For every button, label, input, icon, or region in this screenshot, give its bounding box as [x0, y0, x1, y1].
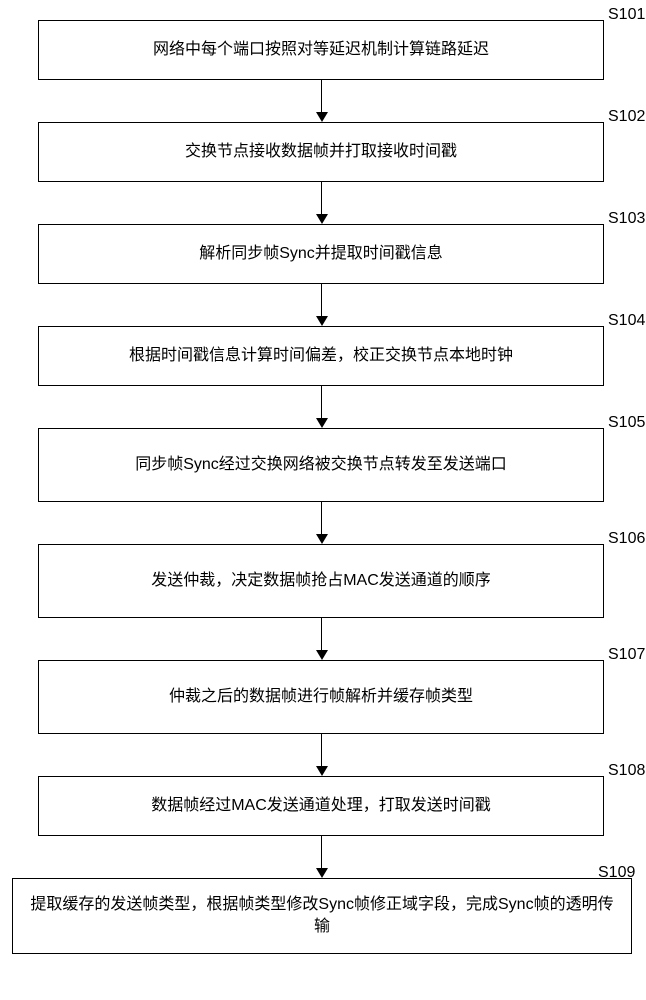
flow-step-5-text: 同步帧Sync经过交换网络被交换节点转发至发送端口 [135, 454, 507, 476]
arrow-6-7 [316, 650, 328, 660]
flow-step-5-label: S105 [608, 414, 645, 432]
arrow-3-4 [316, 316, 328, 326]
arrow-1-2 [316, 112, 328, 122]
flow-step-7-text: 仲裁之后的数据帧进行帧解析并缓存帧类型 [169, 686, 473, 708]
flow-step-8-text: 数据帧经过MAC发送通道处理，打取发送时间戳 [151, 795, 491, 817]
arrow-2-3 [316, 214, 328, 224]
flow-step-9: 提取缓存的发送帧类型，根据帧类型修改Sync帧修正域字段，完成Sync帧的透明传… [12, 878, 632, 954]
flow-step-6-label: S106 [608, 530, 645, 548]
connector-7-8 [321, 734, 322, 766]
flow-step-2-text: 交换节点接收数据帧并打取接收时间戳 [185, 141, 457, 163]
arrow-5-6 [316, 534, 328, 544]
connector-3-4 [321, 284, 322, 316]
flow-step-2-label: S102 [608, 108, 645, 126]
connector-6-7 [321, 618, 322, 650]
connector-1-2 [321, 80, 322, 112]
flow-step-8-label: S108 [608, 762, 645, 780]
flow-step-1-text: 网络中每个端口按照对等延迟机制计算链路延迟 [153, 39, 489, 61]
arrow-7-8 [316, 766, 328, 776]
arrow-8-9 [316, 868, 328, 878]
flow-step-9-text: 提取缓存的发送帧类型，根据帧类型修改Sync帧修正域字段，完成Sync帧的透明传… [23, 894, 621, 937]
flow-step-9-label: S109 [598, 864, 635, 882]
flow-step-7-label: S107 [608, 646, 645, 664]
flow-step-4-text: 根据时间戳信息计算时间偏差，校正交换节点本地时钟 [129, 345, 513, 367]
flow-step-8: 数据帧经过MAC发送通道处理，打取发送时间戳 [38, 776, 604, 836]
flow-step-1-label: S101 [608, 6, 645, 24]
flow-step-7: 仲裁之后的数据帧进行帧解析并缓存帧类型 [38, 660, 604, 734]
flow-step-2: 交换节点接收数据帧并打取接收时间戳 [38, 122, 604, 182]
flow-step-5: 同步帧Sync经过交换网络被交换节点转发至发送端口 [38, 428, 604, 502]
flow-step-6: 发送仲裁，决定数据帧抢占MAC发送通道的顺序 [38, 544, 604, 618]
connector-2-3 [321, 182, 322, 214]
flow-step-3-text: 解析同步帧Sync并提取时间戳信息 [199, 243, 443, 265]
flow-step-3: 解析同步帧Sync并提取时间戳信息 [38, 224, 604, 284]
connector-5-6 [321, 502, 322, 534]
connector-8-9 [321, 836, 322, 868]
flow-step-1: 网络中每个端口按照对等延迟机制计算链路延迟 [38, 20, 604, 80]
flow-step-3-label: S103 [608, 210, 645, 228]
flow-step-4: 根据时间戳信息计算时间偏差，校正交换节点本地时钟 [38, 326, 604, 386]
flow-step-4-label: S104 [608, 312, 645, 330]
connector-4-5 [321, 386, 322, 418]
arrow-4-5 [316, 418, 328, 428]
flow-step-6-text: 发送仲裁，决定数据帧抢占MAC发送通道的顺序 [151, 570, 491, 592]
